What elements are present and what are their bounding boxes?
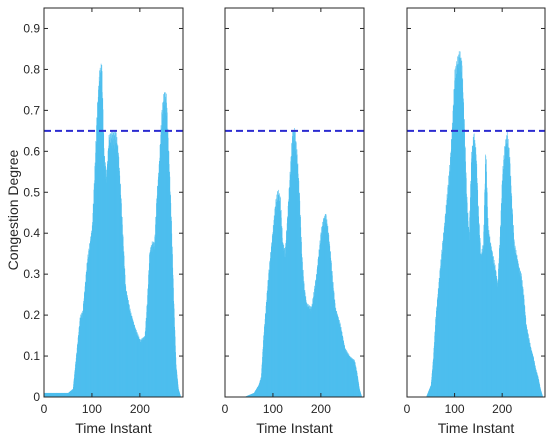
bars-2 xyxy=(244,128,362,398)
y-tick-label: 0.9 xyxy=(23,21,40,35)
bar xyxy=(180,395,181,397)
axes-box xyxy=(43,7,184,398)
x-tick-label: 0 xyxy=(222,402,229,416)
x-tick-label: 100 xyxy=(82,402,102,416)
y-tick-label: 0.7 xyxy=(23,103,40,117)
axes-box xyxy=(406,7,546,398)
y-tick-label: 0.4 xyxy=(23,226,40,240)
x-axis-label: Time Instant xyxy=(75,420,152,436)
bars-3 xyxy=(426,51,543,398)
y-tick-label: 0 xyxy=(33,390,40,404)
x-tick-label: 0 xyxy=(404,402,411,416)
bar xyxy=(542,395,543,397)
x-axis-label: Time Instant xyxy=(438,420,515,436)
y-tick-label: 0.8 xyxy=(23,62,40,76)
subplot-2: 0 100 200 Time Instant xyxy=(222,7,365,436)
subplot-3: 0 100 200 Time Instant xyxy=(404,7,546,436)
x-tick-label: 100 xyxy=(263,402,283,416)
x-axis-label: Time Instant xyxy=(256,420,333,436)
bar xyxy=(361,395,362,397)
x-tick-label: 200 xyxy=(311,402,331,416)
subplot-1: 0 100 200 0 0.1 0.2 0.3 0.4 0.5 0.6 0.7 0.8 0.9 Time … xyxy=(23,7,184,436)
y-tick-label: 0.5 xyxy=(23,185,40,199)
x-tick-label: 200 xyxy=(492,402,512,416)
y-tick-label: 0.3 xyxy=(23,267,40,281)
y-axis-label: Congestion Degree xyxy=(5,149,21,270)
x-tick-label: 200 xyxy=(130,402,150,416)
y-tick-label: 0.2 xyxy=(23,308,40,322)
x-tick-label: 0 xyxy=(41,402,48,416)
axes-box xyxy=(224,7,365,398)
bars-1 xyxy=(44,63,181,398)
x-tick-label: 100 xyxy=(445,402,465,416)
y-tick-label: 0.1 xyxy=(23,349,40,363)
y-tick-label: 0.6 xyxy=(23,144,40,158)
